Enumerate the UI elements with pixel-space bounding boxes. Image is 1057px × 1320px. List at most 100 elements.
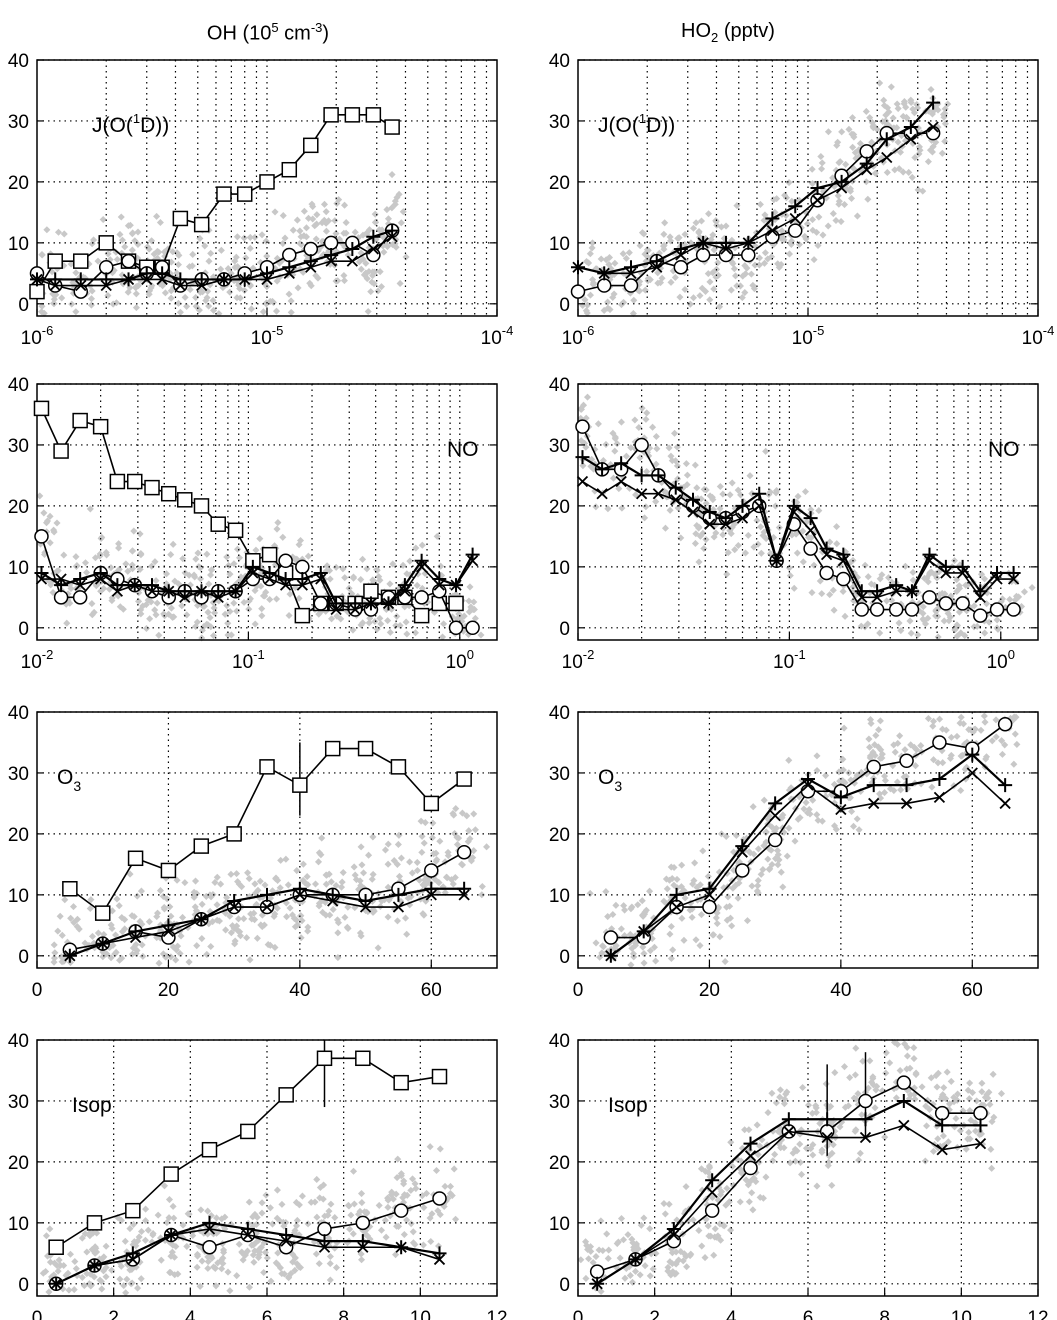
data-point-x [697, 237, 709, 249]
data-point-x [861, 164, 873, 176]
axes-frame [577, 383, 1039, 641]
data-point-plus [752, 486, 767, 501]
background-point [745, 1198, 753, 1206]
background-point [274, 519, 282, 527]
background-point [234, 263, 242, 271]
x-tick-label: 20 [158, 980, 179, 1001]
background-point [702, 486, 710, 494]
background-point [388, 204, 396, 212]
background-point [978, 1079, 986, 1087]
background-point [705, 210, 713, 218]
data-point-circle [589, 1264, 605, 1279]
y-tick-label: 0 [559, 295, 570, 316]
background-point [791, 1157, 799, 1165]
background-point [588, 244, 596, 252]
background-point [665, 1200, 673, 1208]
background-point [799, 1083, 807, 1092]
background-point [309, 203, 317, 211]
background-point [842, 160, 850, 168]
data-point-plus [834, 174, 849, 189]
background-point [433, 856, 441, 864]
background-point [597, 255, 605, 263]
background-point [331, 217, 339, 225]
data-point-circle [925, 125, 941, 141]
background-point [401, 603, 409, 611]
data-point-plus [673, 241, 688, 256]
background-point [871, 1104, 879, 1112]
background-point [716, 505, 724, 513]
background-point [60, 551, 68, 559]
data-point-circle [973, 608, 988, 623]
background-point [245, 1198, 253, 1206]
background-point [833, 540, 841, 548]
background-point [235, 554, 244, 562]
data-point-circle [673, 259, 689, 275]
data-point-circle [973, 1105, 988, 1121]
background-point [419, 910, 427, 918]
background-point [53, 567, 61, 575]
background-point [888, 578, 896, 586]
background-point [104, 250, 112, 258]
background-point [646, 887, 654, 895]
background-point [769, 1157, 777, 1165]
series-x [31, 231, 398, 292]
background-point [88, 600, 96, 608]
background-point [151, 558, 159, 566]
background-point [173, 269, 181, 277]
data-point-x [923, 555, 936, 567]
background-point [313, 1213, 321, 1221]
y-tick-label: 40 [8, 1031, 29, 1052]
background-point [320, 216, 328, 224]
data-point-plus [614, 456, 629, 471]
series-line [577, 101, 934, 275]
background-point [885, 574, 893, 582]
background-point [295, 594, 303, 602]
data-point-plus [99, 272, 114, 287]
background-point [751, 261, 759, 269]
data-point-circle [456, 844, 472, 860]
background-point [357, 1189, 366, 1198]
background-point [749, 281, 757, 289]
data-point-x [940, 567, 952, 579]
background-point [905, 168, 913, 176]
background-point [471, 826, 479, 834]
background-point [910, 1055, 918, 1063]
background-point [146, 615, 154, 623]
background-point [643, 246, 651, 254]
background-point [156, 280, 164, 288]
background-point [167, 551, 175, 559]
background-point [86, 904, 94, 913]
data-point-plus [859, 156, 874, 171]
panel-ho2-o3: 0 10 20 30 40 0 20 40 60 O3 [549, 703, 1039, 1001]
background-point [704, 1222, 712, 1230]
background-point [240, 286, 249, 294]
background-point [696, 532, 704, 540]
background-point [872, 731, 880, 739]
data-point-circle [989, 602, 1005, 617]
data-point-x [179, 591, 191, 603]
data-point-x [898, 1119, 910, 1131]
background-point [50, 941, 58, 949]
background-point [356, 877, 364, 885]
data-point-square [92, 418, 109, 435]
background-point [290, 914, 298, 922]
background-point [730, 265, 738, 273]
background-point [134, 228, 142, 236]
background-point [876, 629, 884, 637]
data-point-x [247, 567, 259, 579]
background-point [793, 498, 801, 506]
background-point [605, 1246, 613, 1254]
background-point [70, 919, 78, 927]
data-point-x [218, 273, 230, 286]
background-point [921, 1157, 929, 1165]
background-point [625, 249, 633, 257]
background-point [815, 507, 823, 515]
background-point [638, 897, 646, 905]
background-point [928, 110, 936, 118]
data-point-x [999, 797, 1011, 810]
background-point [327, 878, 335, 886]
background-point [883, 597, 891, 605]
data-point-circle [366, 247, 381, 263]
data-point-circle [858, 1093, 873, 1109]
data-point-plus [668, 480, 683, 495]
